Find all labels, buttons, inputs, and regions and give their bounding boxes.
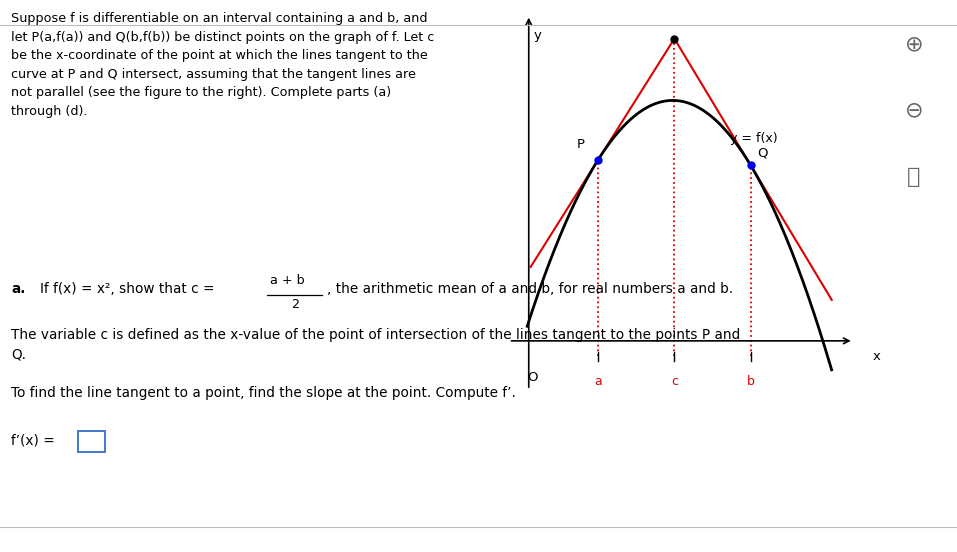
- Text: y: y: [533, 29, 542, 43]
- Text: a: a: [594, 375, 602, 388]
- Text: ⊕: ⊕: [904, 34, 924, 54]
- Text: If f(x) = x², show that c =: If f(x) = x², show that c =: [40, 282, 219, 295]
- Text: ⧉: ⧉: [907, 167, 921, 187]
- Text: y = f(x): y = f(x): [730, 132, 778, 145]
- Text: Suppose f is differentiable on an interval containing a and b, and
let P(a,f(a)): Suppose f is differentiable on an interv…: [11, 12, 434, 118]
- Text: b: b: [746, 375, 754, 388]
- Text: , the arithmetic mean of a and b, for real numbers a and b.: , the arithmetic mean of a and b, for re…: [327, 282, 733, 295]
- Text: O: O: [527, 371, 538, 384]
- Text: a + b: a + b: [270, 274, 304, 288]
- Text: P: P: [577, 138, 585, 151]
- Text: c: c: [671, 375, 678, 388]
- Text: Q: Q: [757, 146, 768, 159]
- Text: The variable c is defined as the x-value of the point of intersection of the lin: The variable c is defined as the x-value…: [11, 328, 741, 342]
- Text: To find the line tangent to a point, find the slope at the point. Compute f’.: To find the line tangent to a point, fin…: [11, 386, 517, 400]
- Text: x: x: [873, 350, 880, 363]
- Text: Q.: Q.: [11, 348, 27, 362]
- Text: ⊖: ⊖: [904, 100, 924, 120]
- FancyBboxPatch shape: [78, 431, 105, 452]
- Text: a.: a.: [11, 282, 26, 295]
- Text: 2: 2: [291, 298, 299, 311]
- Text: f’(x) =: f’(x) =: [11, 433, 59, 447]
